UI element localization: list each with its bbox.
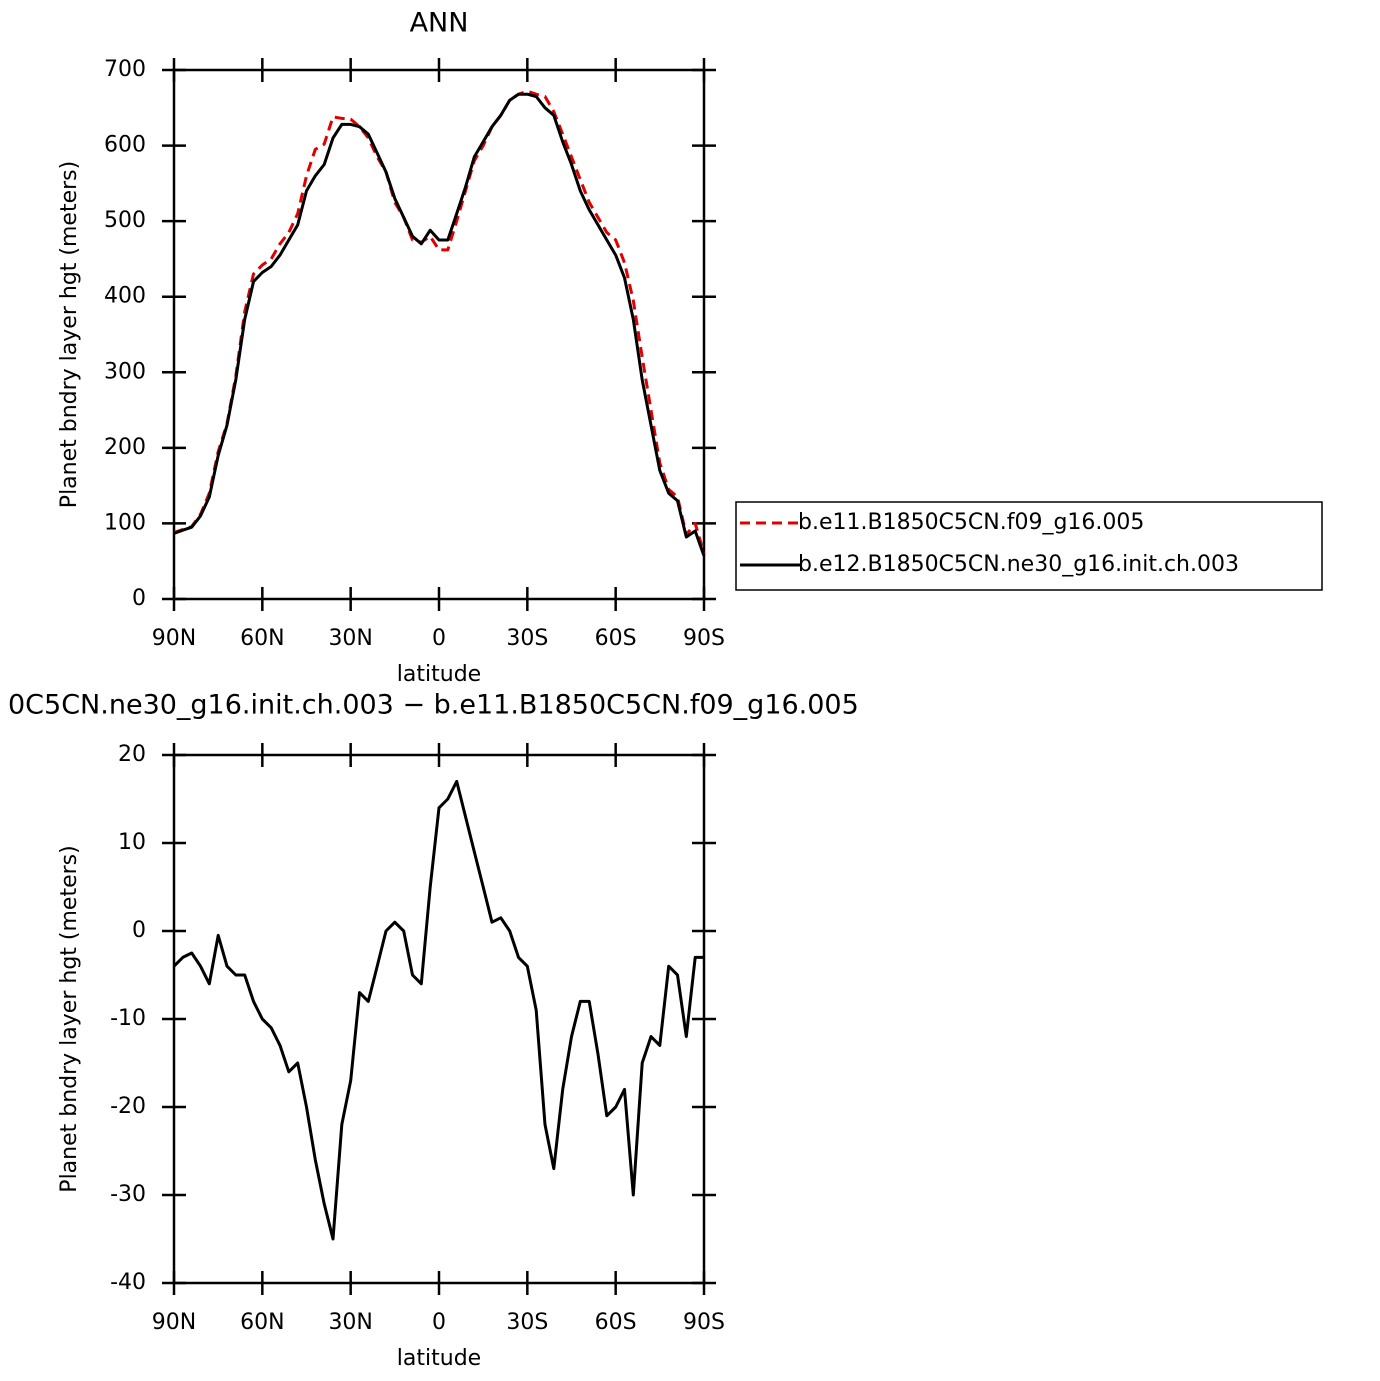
y-tick-label: 600 bbox=[104, 133, 146, 158]
y-tick-label: 700 bbox=[104, 57, 146, 82]
x-tick-label: 30N bbox=[328, 626, 372, 651]
y-tick-label: 200 bbox=[104, 435, 146, 460]
y-tick-label: 0 bbox=[132, 918, 146, 943]
y-tick-label: -40 bbox=[110, 1270, 146, 1295]
panel: 0C5CN.ne30_g16.init.ch.003 − b.e11.B1850… bbox=[8, 690, 859, 1372]
y-tick-label: 10 bbox=[118, 830, 146, 855]
panel: ANN 0 100 200 300 400 500 600 700 90N 60N 30N 0 30S 60… bbox=[57, 8, 1323, 687]
data-line bbox=[173, 89, 706, 555]
y-tick-label: 500 bbox=[104, 208, 146, 233]
x-tick-label: 90N bbox=[152, 1310, 196, 1335]
y-tick-label: 300 bbox=[104, 359, 146, 384]
chart-title: ANN bbox=[410, 8, 469, 39]
x-tick-label: 30S bbox=[506, 1310, 548, 1335]
plot-frame bbox=[172, 753, 706, 1285]
x-tick-label: 0 bbox=[432, 1310, 446, 1335]
y-tick-label: 100 bbox=[104, 510, 146, 535]
x-tick-label: 30S bbox=[506, 626, 548, 651]
y-axis-label: Planet bndry layer hgt (meters) bbox=[57, 845, 82, 1192]
x-tick-label: 30N bbox=[328, 1310, 372, 1335]
legend-label: b.e12.B1850C5CN.ne30_g16.init.ch.003 bbox=[798, 552, 1239, 577]
x-tick-label: 60N bbox=[240, 1310, 284, 1335]
x-axis-label: latitude bbox=[397, 1346, 481, 1371]
y-tick-label: -20 bbox=[110, 1094, 146, 1119]
x-axis-label: latitude bbox=[397, 662, 481, 687]
x-tick-label: 0 bbox=[432, 626, 446, 651]
y-tick-label: -10 bbox=[110, 1006, 146, 1031]
x-tick-label: 60N bbox=[240, 626, 284, 651]
x-tick-label: 60S bbox=[595, 626, 637, 651]
x-tick-label: 90N bbox=[152, 626, 196, 651]
y-tick-label: 0 bbox=[132, 586, 146, 611]
y-tick-label: 400 bbox=[104, 284, 146, 309]
y-tick-label: 20 bbox=[118, 742, 146, 767]
y-tick-label: -30 bbox=[110, 1182, 146, 1207]
legend-box bbox=[735, 501, 1323, 591]
chart-title: 0C5CN.ne30_g16.init.ch.003 − b.e11.B1850… bbox=[8, 690, 859, 721]
x-tick-label: 90S bbox=[683, 626, 725, 651]
legend: b.e11.B1850C5CN.f09_g16.005 b.e12.B1850C5… bbox=[735, 501, 1323, 591]
x-tick-label: 90S bbox=[683, 1310, 725, 1335]
data-line bbox=[172, 779, 704, 1241]
legend-label: b.e11.B1850C5CN.f09_g16.005 bbox=[798, 510, 1144, 535]
y-axis-label: Planet bndry layer hgt (meters) bbox=[57, 161, 82, 508]
data-line bbox=[173, 92, 706, 557]
x-tick-label: 60S bbox=[595, 1310, 637, 1335]
plot-frame bbox=[172, 68, 706, 601]
